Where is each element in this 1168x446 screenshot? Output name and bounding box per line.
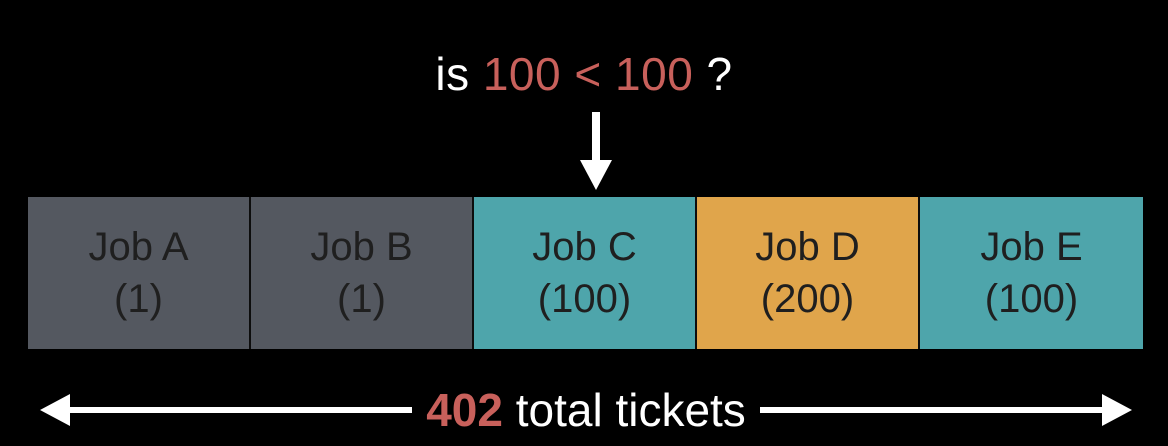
question-lhs: 100 xyxy=(482,48,562,100)
job-name: Job B xyxy=(310,225,413,269)
job-tickets: (1) xyxy=(337,277,386,321)
question-prefix: is xyxy=(435,48,483,100)
job-block-a: Job A (1) xyxy=(28,197,251,349)
totals-label: 402 total tickets xyxy=(40,378,1132,442)
job-block-d: Job D (200) xyxy=(697,197,920,349)
question-suffix: ? xyxy=(693,48,733,100)
total-ticket-count: 402 xyxy=(426,384,503,436)
job-block-e: Job E (100) xyxy=(920,197,1143,349)
pointer-down-arrow-icon xyxy=(580,112,612,190)
question-operator: < xyxy=(561,48,616,100)
job-tickets: (200) xyxy=(760,277,855,321)
job-tickets: (1) xyxy=(114,277,163,321)
total-ticket-label: total tickets xyxy=(502,384,746,436)
job-name: Job D xyxy=(755,225,860,269)
job-block-b: Job B (1) xyxy=(251,197,474,349)
job-name: Job E xyxy=(980,225,1083,269)
job-name: Job A xyxy=(88,225,189,269)
question-text: is 100 < 100 ? xyxy=(0,44,1168,104)
job-tickets: (100) xyxy=(537,277,632,321)
job-block-c: Job C (100) xyxy=(474,197,697,349)
job-tickets: (100) xyxy=(984,277,1079,321)
jobs-bar: Job A (1) Job B (1) Job C (100) Job D (2… xyxy=(28,197,1143,349)
totals-row: 402 total tickets xyxy=(40,378,1132,442)
question-rhs: 100 xyxy=(615,48,694,100)
job-name: Job C xyxy=(532,225,637,269)
